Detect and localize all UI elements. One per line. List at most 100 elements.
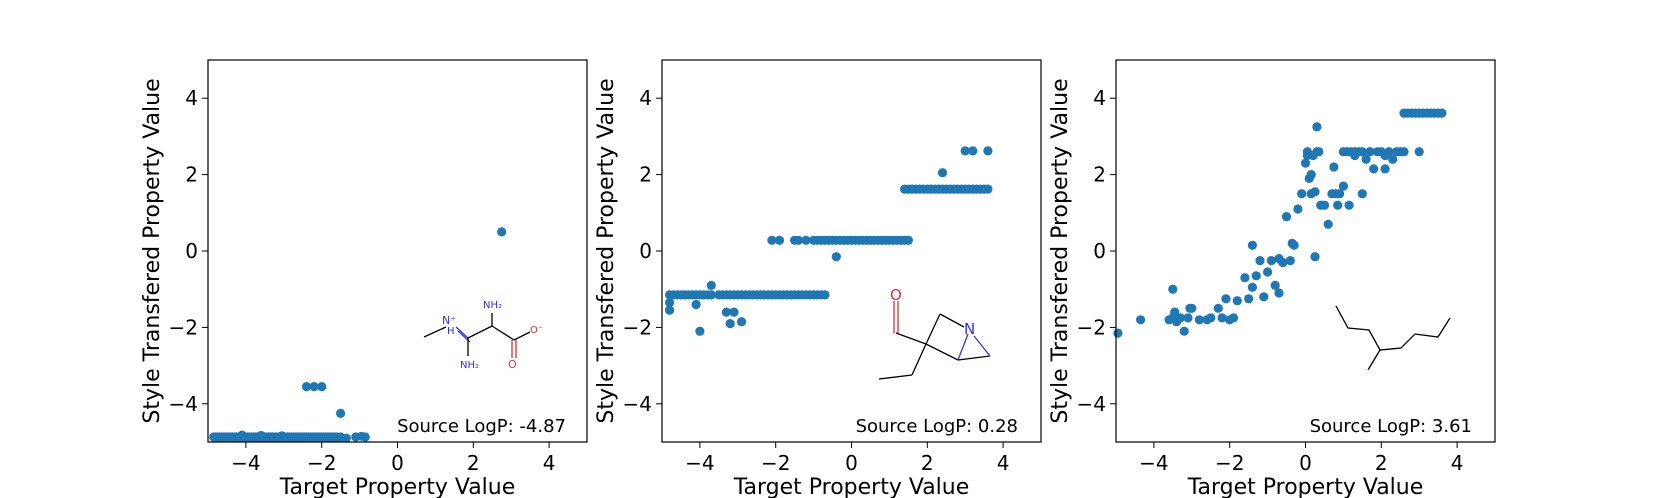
data-point [1206,313,1216,323]
x-tick-label: −4 [231,451,260,475]
y-tick-label: −2 [623,315,652,339]
data-point [1293,204,1303,214]
data-point [1259,292,1269,302]
source-logp-annotation-2: Source LogP: 0.28 [856,416,1018,437]
x-tick-label: −2 [761,451,790,475]
data-point [1319,200,1330,210]
data-point [983,146,993,156]
molecule-structure-3 [1335,305,1451,371]
data-point [1194,315,1204,325]
y-axis-label-3: Style Transfered Property Value [1048,78,1073,423]
data-point [737,317,747,327]
data-point [1437,108,1447,118]
data-point [1369,164,1379,174]
data-point [1251,271,1261,281]
molecule-label-o: O [508,358,517,371]
data-point [1274,288,1284,298]
y-axis-label-1: Style Transfered Property Value [140,78,165,423]
x-tick-label: 4 [997,451,1010,475]
data-point [1240,273,1250,283]
data-point [1270,280,1280,290]
data-point [1323,219,1333,229]
data-point [1266,256,1276,266]
data-point [801,235,811,245]
data-point [903,235,914,245]
data-point [1175,313,1185,323]
x-ticks-2: −4 −2 0 2 4 [685,442,1009,475]
molecule-label-o-minus: O⁻ [530,325,543,336]
data-point [820,290,830,300]
scatter-points-3 [1113,108,1447,338]
x-tick-label: −2 [307,451,336,475]
data-point [831,252,841,262]
molecule-label-nh2-bottom: NH₂ [460,360,479,371]
x-ticks-1: −4 −2 0 2 4 [231,442,555,475]
x-tick-label: 4 [1451,451,1464,475]
data-point [767,235,777,245]
data-point [729,307,739,317]
x-tick-label: 0 [1299,451,1312,475]
subplot-1: −4 −2 0 2 4 −4 −2 0 2 4 Target Property Value St… [140,59,588,498]
data-point [1357,147,1367,157]
data-point [1274,254,1284,264]
data-point [1414,147,1424,157]
data-point [665,298,675,308]
x-tick-label: 2 [921,451,934,475]
data-point [1361,154,1371,164]
data-point [1306,170,1316,180]
data-point [968,146,978,156]
x-tick-label: 4 [543,451,556,475]
data-point [301,382,312,392]
x-tick-label: 0 [845,451,858,475]
y-tick-label: −4 [1077,392,1106,416]
x-tick-label: −4 [685,451,714,475]
scatter-points-1 [209,227,507,443]
data-point [497,227,507,237]
data-point [1399,147,1409,157]
molecule-label-o: O [890,286,902,304]
data-point [1170,307,1180,317]
source-logp-annotation-1: Source LogP: -4.87 [397,416,566,437]
data-point [360,432,370,442]
data-point [1136,315,1146,325]
y-ticks-3: −4 −2 0 2 4 [1077,86,1116,416]
x-axis-label-1: Target Property Value [279,475,516,498]
data-point [1300,158,1311,168]
data-point [1335,189,1345,199]
data-point [1297,189,1307,199]
data-point [1113,328,1123,338]
y-tick-label: −2 [169,315,198,339]
molecule-structure-2: O N [878,286,991,380]
data-point [1338,181,1348,191]
data-point [1380,164,1390,174]
y-tick-label: 0 [639,239,652,263]
molecule-label-n-plus: N⁺ [442,314,456,327]
plot-frame-1 [207,59,588,443]
x-tick-label: −4 [1139,451,1168,475]
data-point [1344,200,1354,210]
data-point [1183,313,1193,323]
y-ticks-2: −4 −2 0 2 4 [623,86,662,416]
data-point [1244,294,1254,304]
subplot-2: −4 −2 0 2 4 −4 −2 0 2 4 Target Property Value St… [594,59,1042,498]
y-tick-label: −4 [169,392,198,416]
y-tick-label: 4 [639,86,652,110]
molecule-label-nh2-top: NH₂ [483,300,502,311]
data-point [1329,162,1339,172]
data-point [1314,147,1324,157]
y-tick-label: −2 [1077,315,1106,339]
data-point [341,433,351,443]
data-point [706,280,716,290]
scatter-points-2 [665,146,993,336]
y-tick-label: 0 [1093,239,1106,263]
data-point [317,382,327,392]
subplot-3: −4 −2 0 2 4 −4 −2 0 2 4 Target Property Value St… [1048,59,1496,498]
y-tick-label: 4 [185,86,198,110]
source-logp-annotation-3: Source LogP: 3.61 [1310,416,1472,437]
data-point [706,290,716,300]
y-axis-label-2: Style Transfered Property Value [594,78,619,423]
x-tick-label: 2 [467,451,480,475]
data-point [665,305,675,315]
x-tick-label: −2 [1215,451,1244,475]
